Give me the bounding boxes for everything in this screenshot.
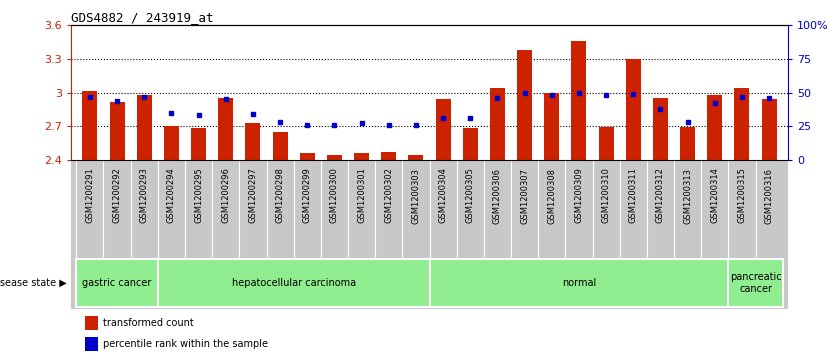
FancyBboxPatch shape: [728, 259, 782, 307]
Text: GSM1200314: GSM1200314: [711, 168, 719, 224]
Text: GSM1200313: GSM1200313: [683, 168, 692, 224]
Text: GSM1200301: GSM1200301: [357, 168, 366, 224]
Text: GSM1200300: GSM1200300: [330, 168, 339, 224]
Text: pancreatic
cancer: pancreatic cancer: [730, 272, 781, 294]
Bar: [761, 99, 776, 160]
Text: GSM1200305: GSM1200305: [465, 168, 475, 224]
Bar: [85, 315, 98, 330]
Bar: [735, 88, 750, 160]
Bar: [109, 102, 124, 160]
Bar: [354, 153, 369, 160]
Bar: [599, 127, 614, 160]
Text: GSM1200298: GSM1200298: [275, 168, 284, 224]
Text: gastric cancer: gastric cancer: [83, 278, 152, 288]
Bar: [219, 98, 234, 160]
Bar: [85, 337, 98, 351]
Text: GDS4882 / 243919_at: GDS4882 / 243919_at: [71, 11, 214, 24]
FancyBboxPatch shape: [430, 259, 728, 307]
Text: GSM1200315: GSM1200315: [737, 168, 746, 224]
Bar: [381, 152, 396, 160]
Text: GSM1200294: GSM1200294: [167, 168, 176, 223]
Text: GSM1200312: GSM1200312: [656, 168, 665, 224]
Text: normal: normal: [562, 278, 596, 288]
Text: transformed count: transformed count: [103, 318, 194, 328]
Bar: [409, 155, 424, 160]
Bar: [327, 155, 342, 160]
Text: GSM1200311: GSM1200311: [629, 168, 638, 224]
Bar: [164, 126, 178, 160]
FancyBboxPatch shape: [77, 259, 158, 307]
Bar: [517, 50, 532, 160]
Bar: [626, 59, 641, 160]
Bar: [299, 153, 314, 160]
Text: disease state ▶: disease state ▶: [0, 278, 67, 288]
Bar: [707, 95, 722, 160]
Bar: [571, 41, 586, 160]
Text: GSM1200297: GSM1200297: [249, 168, 258, 224]
Text: GSM1200306: GSM1200306: [493, 168, 502, 224]
Bar: [435, 99, 450, 160]
Text: GSM1200316: GSM1200316: [765, 168, 774, 224]
Text: GSM1200295: GSM1200295: [194, 168, 203, 223]
Text: GSM1200309: GSM1200309: [575, 168, 584, 224]
Bar: [191, 129, 206, 160]
Text: GSM1200299: GSM1200299: [303, 168, 312, 223]
Text: GSM1200302: GSM1200302: [384, 168, 394, 224]
Text: GSM1200292: GSM1200292: [113, 168, 122, 223]
Bar: [545, 93, 560, 160]
Bar: [653, 98, 668, 160]
Bar: [490, 88, 505, 160]
Bar: [463, 129, 478, 160]
Text: percentile rank within the sample: percentile rank within the sample: [103, 339, 269, 349]
Text: GSM1200293: GSM1200293: [140, 168, 148, 224]
Text: GSM1200304: GSM1200304: [439, 168, 448, 224]
Bar: [681, 127, 695, 160]
Text: GSM1200308: GSM1200308: [547, 168, 556, 224]
Bar: [137, 95, 152, 160]
Text: GSM1200303: GSM1200303: [411, 168, 420, 224]
FancyBboxPatch shape: [158, 259, 430, 307]
Bar: [83, 91, 98, 160]
Bar: [273, 132, 288, 160]
Text: GSM1200296: GSM1200296: [221, 168, 230, 224]
Text: hepatocellular carcinoma: hepatocellular carcinoma: [232, 278, 356, 288]
Text: GSM1200291: GSM1200291: [85, 168, 94, 223]
Text: GSM1200307: GSM1200307: [520, 168, 529, 224]
Text: GSM1200310: GSM1200310: [601, 168, 610, 224]
Bar: [245, 123, 260, 160]
